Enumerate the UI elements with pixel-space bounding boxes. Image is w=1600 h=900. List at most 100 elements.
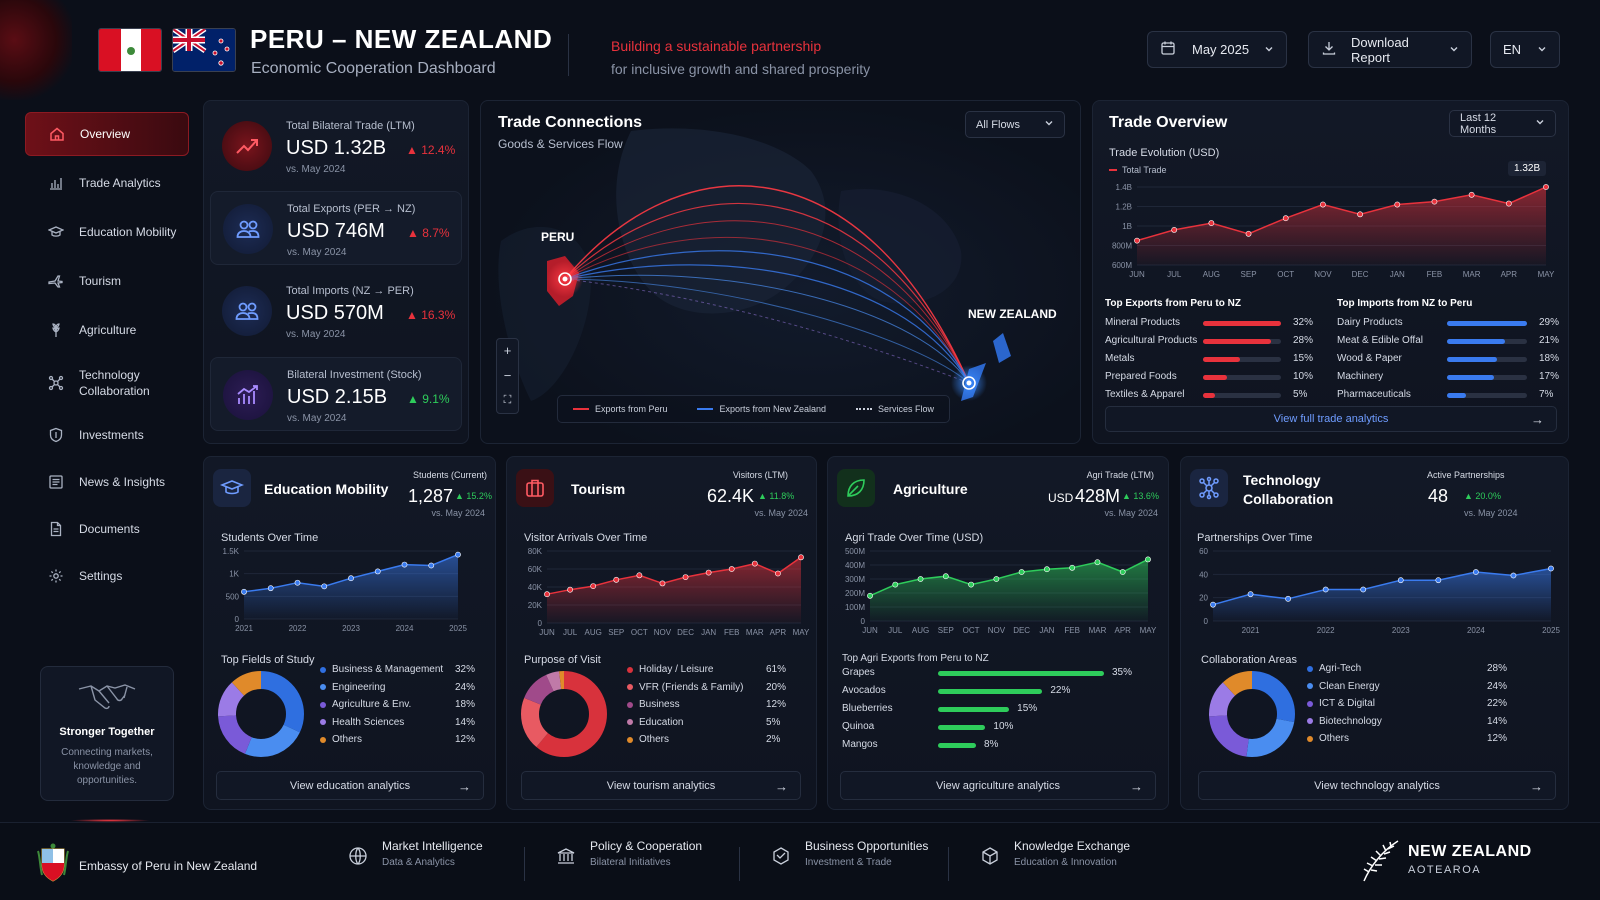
x-tick-label: 2023: [342, 624, 360, 633]
view-agriculture-analytics-button[interactable]: View agriculture analytics →: [840, 771, 1156, 800]
date-selector[interactable]: May 2025: [1147, 31, 1287, 68]
education-mobility-card: Education Mobility Students (Current) 1,…: [203, 456, 496, 810]
x-tick-label: SEP: [608, 628, 624, 637]
people-icon: [223, 204, 273, 254]
network-icon: [1190, 469, 1228, 507]
view-technology-analytics-button[interactable]: View technology analytics →: [1198, 771, 1556, 800]
footer-policy-cooperation[interactable]: Policy & Cooperation Bilateral Initiative…: [556, 839, 702, 871]
download-report-button[interactable]: Download Report: [1308, 31, 1472, 68]
nz-brand-title: NEW ZEALAND: [1408, 843, 1532, 860]
kpi-value: 48: [1428, 486, 1449, 506]
legend-value: 14%: [1487, 715, 1508, 727]
kpi-panel: Total Bilateral Trade (LTM) USD 1.32B ▲ …: [203, 100, 469, 444]
x-tick-label: NOV: [1314, 270, 1332, 279]
sidebar-item-tourism[interactable]: Tourism: [25, 259, 189, 303]
view-education-analytics-button[interactable]: View education analytics →: [216, 771, 484, 800]
sidebar-item-label: Investments: [79, 428, 144, 442]
kpi-total-imports[interactable]: Total Imports (NZ → PER) USD 570M ▲ 16.3…: [210, 274, 462, 348]
kpi-bilateral-investment[interactable]: Bilateral Investment (Stock) USD 2.15B ▲…: [210, 357, 462, 431]
legend-item: Health Sciences: [320, 717, 404, 728]
donut-slice: [521, 671, 607, 757]
data-point: [682, 574, 689, 580]
y-tick-label: 20: [1199, 594, 1208, 603]
kpi-total-trade[interactable]: Total Bilateral Trade (LTM) USD 1.32B ▲ …: [210, 109, 462, 183]
trade-overview-title: Trade Overview: [1109, 114, 1228, 131]
list-item-label: Meat & Edible Offal: [1337, 335, 1423, 346]
trade-connections-panel: Trade Connections Goods & Services Flow …: [480, 100, 1081, 444]
data-point: [728, 566, 735, 572]
data-point: [751, 560, 758, 567]
list-item-value: 35%: [1112, 667, 1133, 678]
trade-connections-title: Trade Connections: [498, 114, 643, 131]
x-tick-label: 2021: [235, 624, 253, 633]
y-tick-label: 1B: [1122, 222, 1132, 231]
legend-swatch: [320, 736, 326, 743]
sidebar-item-investments[interactable]: Investments: [25, 413, 189, 457]
data-point: [1171, 227, 1178, 233]
legend-label: ICT & Digital: [1319, 698, 1375, 709]
legend-item: ICT & Digital: [1307, 698, 1375, 709]
sidebar-item-education-mobility[interactable]: Education Mobility: [25, 210, 189, 254]
donut-slice: [1209, 671, 1295, 757]
view-tourism-analytics-button[interactable]: View tourism analytics →: [521, 771, 801, 800]
list-item-label: Wood & Paper: [1337, 353, 1402, 364]
legend-exports-peru: Exports from Peru: [572, 404, 668, 414]
x-tick-label: JAN: [701, 628, 716, 637]
bar-fill: [1203, 339, 1272, 344]
nz-brand-subtitle: AOTEAROA: [1408, 864, 1482, 876]
footer-market-intelligence[interactable]: Market Intelligence Data & Analytics: [348, 839, 483, 871]
agri-trade-chart: 0 100M 200M 300M 400M 500M JUN JUL AUG SEP OCT NOV D…: [845, 547, 1157, 635]
bar-fill: [1447, 393, 1467, 398]
sidebar-item-technology-collaboration[interactable]: Technology Collaboration: [25, 357, 189, 409]
world-map: [498, 128, 1011, 401]
fullscreen-button[interactable]: ⛶: [503, 394, 512, 406]
data-point: [321, 583, 328, 590]
range-select[interactable]: Last 12 Months: [1449, 110, 1556, 137]
kpi-total-exports[interactable]: Total Exports (PER → NZ) USD 746M ▲ 8.7%…: [210, 191, 462, 265]
sidebar-item-trade-analytics[interactable]: Trade Analytics: [25, 161, 189, 205]
footer-knowledge-exchange[interactable]: Knowledge Exchange Education & Innovation: [980, 839, 1130, 871]
kpi-label: Total Bilateral Trade (LTM): [286, 120, 415, 132]
series-line: [869, 558, 1149, 597]
sidebar-item-settings[interactable]: Settings: [25, 554, 189, 598]
legend-services-flow: Services Flow: [856, 404, 934, 414]
sidebar-item-documents[interactable]: Documents: [25, 507, 189, 551]
data-point: [1094, 559, 1101, 566]
view-trade-analytics-button[interactable]: View full trade analytics →: [1105, 406, 1557, 432]
legend-value: 32%: [455, 664, 476, 675]
sidebar-item-label: Education Mobility: [79, 225, 177, 239]
peru-flag: [98, 28, 162, 72]
legend-item: Clean Energy: [1307, 681, 1380, 692]
data-point: [374, 568, 381, 575]
growth-chart-icon: [223, 370, 273, 420]
sidebar-item-overview[interactable]: Overview: [25, 112, 189, 156]
footer-business-opportunities[interactable]: Business Opportunities Investment & Trade: [771, 839, 928, 871]
language-selector[interactable]: EN: [1490, 31, 1560, 68]
kpi-value: 1,287: [408, 486, 454, 506]
x-tick-label: DEC: [677, 628, 694, 637]
data-point: [1247, 591, 1254, 598]
kpi-label: Visitors (LTM): [732, 470, 788, 480]
zoom-in-button[interactable]: +: [503, 343, 512, 358]
sidebar-item-agriculture[interactable]: Agriculture: [25, 308, 189, 352]
data-point: [348, 575, 354, 582]
sidebar-item-news-insights[interactable]: News & Insights: [25, 460, 189, 504]
x-tick-label: 2024: [396, 624, 414, 633]
legend-label: Biotechnology: [1319, 715, 1382, 727]
legend-item: Others: [627, 734, 669, 745]
legend-swatch: [627, 719, 633, 725]
flow-filter-select[interactable]: All Flows: [965, 111, 1065, 138]
list-item-value: 7%: [1539, 389, 1554, 400]
zoom-out-button[interactable]: −: [503, 368, 512, 383]
legend-swatch: [627, 666, 633, 673]
data-point: [1505, 200, 1512, 207]
kpi-value: 62.4K: [707, 486, 755, 506]
map-label-new-zealand: NEW ZEALAND: [968, 307, 1057, 321]
list-item-value: 29%: [1539, 317, 1560, 328]
card-title-line1: Technology: [1243, 472, 1321, 488]
x-tick-label: FEB: [724, 628, 740, 637]
sidebar-item-label: Overview: [80, 127, 131, 141]
y-tick-label: 0: [235, 615, 240, 624]
series-line: [1212, 567, 1552, 606]
footer-item-subtitle: Investment & Trade: [805, 857, 892, 868]
